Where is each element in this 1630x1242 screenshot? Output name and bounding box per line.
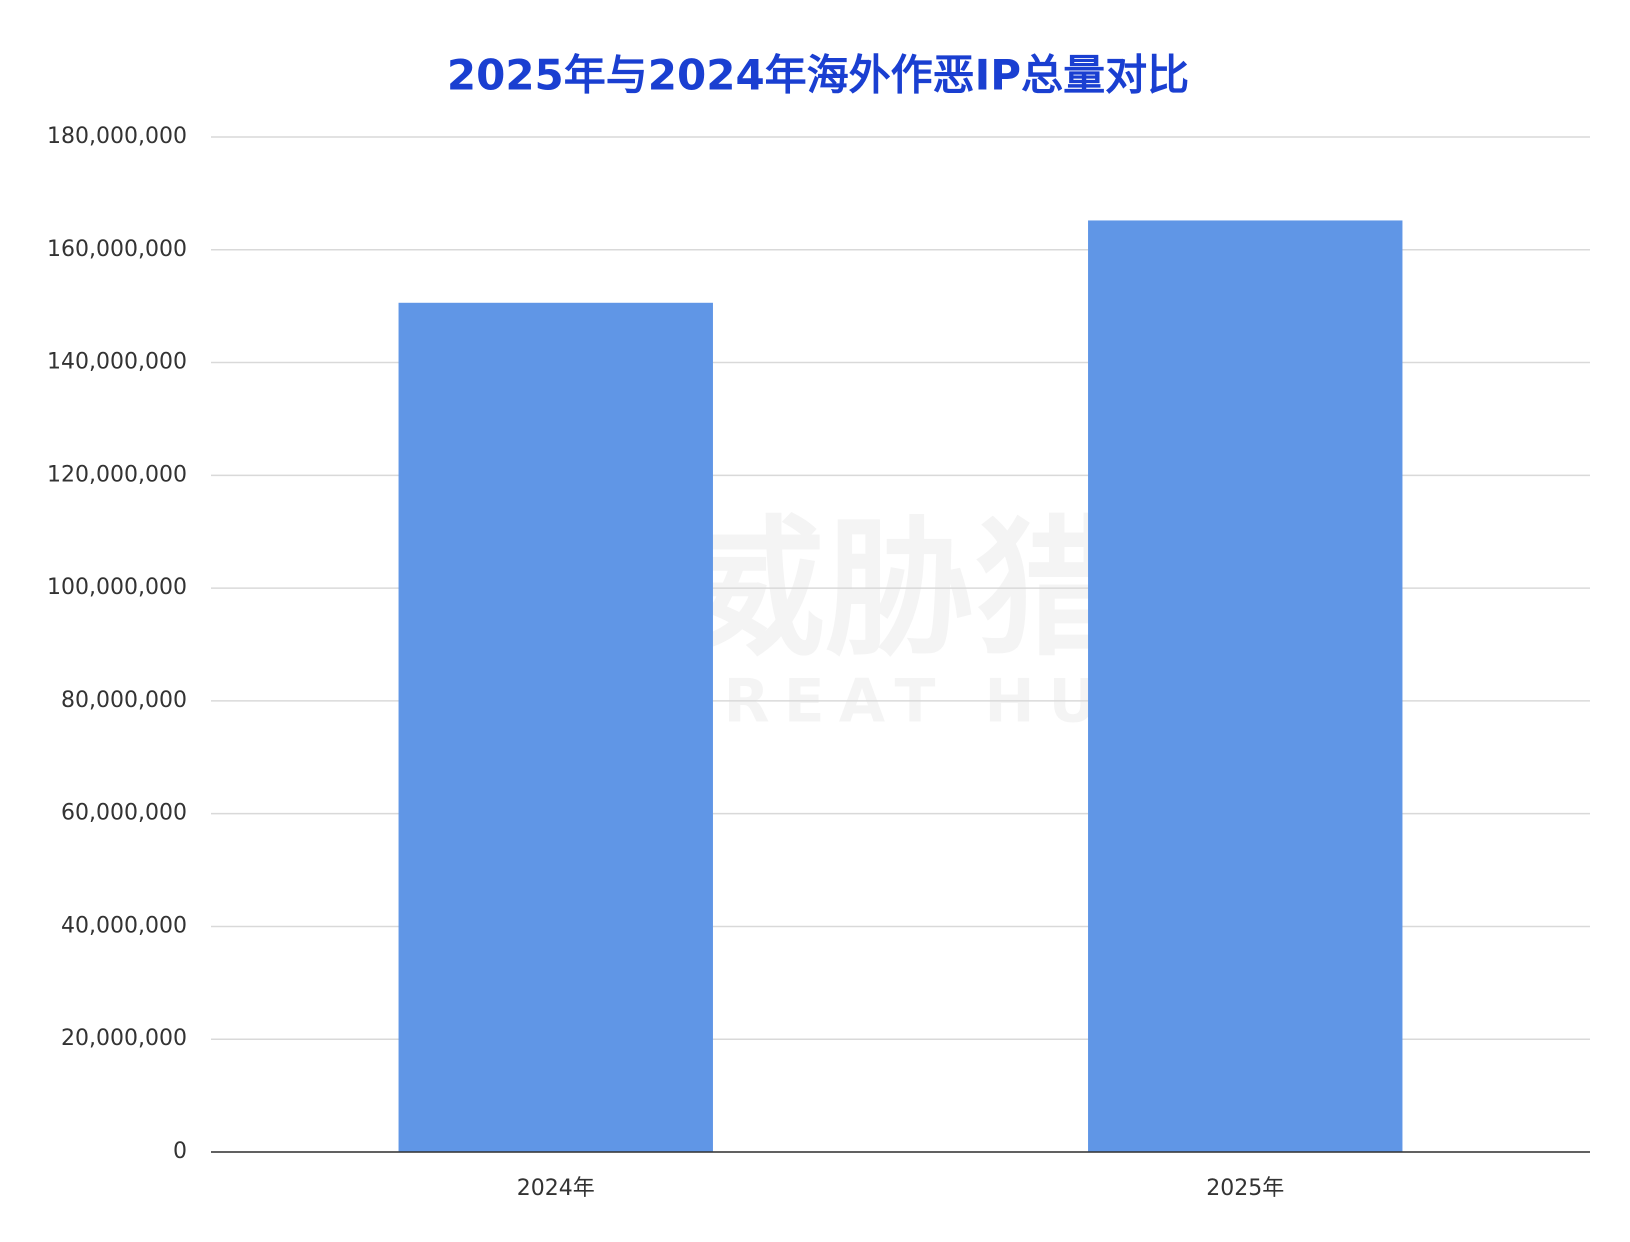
chart-title: 2025年与2024年海外作恶IP总量对比 [447,51,1189,100]
y-tick-label: 60,000,000 [61,801,187,826]
y-tick-label: 160,000,000 [47,237,187,262]
y-tick-label: 0 [173,1139,187,1164]
y-tick-label: 140,000,000 [47,350,187,375]
y-tick-label: 120,000,000 [47,462,187,487]
y-tick-label: 180,000,000 [47,124,187,149]
y-tick-label: 20,000,000 [61,1026,187,1051]
x-tick-label: 2025年 [1206,1176,1284,1201]
bar [1088,220,1403,1152]
x-tick-label: 2024年 [517,1176,595,1201]
bar [398,302,713,1152]
y-tick-label: 100,000,000 [47,575,187,600]
y-tick-label: 40,000,000 [61,913,187,938]
y-tick-label: 80,000,000 [61,688,187,713]
